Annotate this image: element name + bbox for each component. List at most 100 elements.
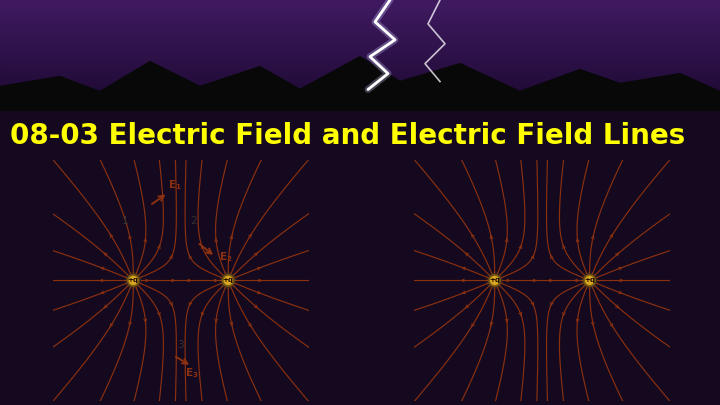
Bar	[0, 65, 720, 66]
Bar	[0, 87, 720, 89]
Bar	[0, 74, 720, 75]
Text: $\mathbf{E_1}$: $\mathbf{E_1}$	[168, 179, 182, 192]
Circle shape	[126, 273, 140, 288]
Bar	[0, 40, 720, 41]
Bar	[0, 89, 720, 90]
Bar	[0, 62, 720, 63]
Bar	[0, 33, 720, 34]
Circle shape	[486, 272, 503, 289]
Bar	[0, 107, 720, 109]
Bar	[0, 53, 720, 54]
Bar	[0, 92, 720, 94]
Bar	[0, 35, 720, 36]
Polygon shape	[0, 57, 720, 111]
Bar	[0, 76, 720, 77]
Text: +q: +q	[127, 277, 139, 284]
Text: +q: +q	[489, 277, 500, 284]
Bar	[0, 47, 720, 48]
Bar	[0, 1, 720, 2]
Bar	[0, 68, 720, 70]
Circle shape	[584, 275, 595, 286]
Bar	[0, 57, 720, 58]
Bar	[0, 56, 720, 57]
Bar	[0, 29, 720, 30]
Bar	[0, 52, 720, 53]
Bar	[0, 46, 720, 47]
Bar	[0, 17, 720, 18]
Circle shape	[221, 273, 235, 288]
Circle shape	[125, 272, 142, 289]
Bar	[0, 9, 720, 10]
Bar	[0, 109, 720, 111]
Bar	[0, 85, 720, 87]
Text: $\mathbf{E_3}$: $\mathbf{E_3}$	[185, 366, 199, 380]
Bar	[0, 105, 720, 107]
Circle shape	[220, 272, 237, 289]
Text: 2: 2	[190, 216, 197, 226]
Bar	[0, 81, 720, 83]
Bar	[0, 30, 720, 31]
Bar	[0, 64, 720, 65]
Bar	[0, 12, 720, 13]
Circle shape	[127, 275, 139, 286]
Bar	[0, 34, 720, 35]
Bar	[0, 48, 720, 49]
Bar	[0, 13, 720, 14]
Bar	[0, 14, 720, 15]
Bar	[0, 50, 720, 51]
Text: $\mathbf{E_2}$: $\mathbf{E_2}$	[219, 250, 233, 264]
Bar	[0, 45, 720, 46]
Bar	[0, 38, 720, 39]
Bar	[0, 0, 720, 1]
Bar	[0, 42, 720, 43]
Bar	[0, 18, 720, 19]
Bar	[0, 23, 720, 24]
Bar	[0, 5, 720, 6]
Bar	[0, 77, 720, 78]
Bar	[0, 37, 720, 38]
Bar	[0, 70, 720, 72]
Bar	[0, 43, 720, 44]
Bar	[0, 79, 720, 81]
Bar	[0, 3, 720, 4]
Bar	[0, 75, 720, 76]
Bar	[0, 100, 720, 101]
Text: 08-03 Electric Field and Electric Field Lines: 08-03 Electric Field and Electric Field …	[10, 122, 685, 150]
Bar	[0, 20, 720, 21]
Bar	[0, 78, 720, 79]
Bar	[0, 94, 720, 96]
Bar	[0, 26, 720, 27]
Bar	[0, 24, 720, 25]
Bar	[0, 90, 720, 92]
Bar	[0, 2, 720, 3]
Bar	[0, 19, 720, 20]
Bar	[0, 39, 720, 40]
Text: +q: +q	[222, 277, 234, 284]
Text: +q: +q	[584, 277, 595, 284]
Bar	[0, 103, 720, 104]
Bar	[0, 59, 720, 60]
Circle shape	[487, 273, 502, 288]
Bar	[0, 72, 720, 74]
Circle shape	[489, 275, 500, 286]
Bar	[0, 102, 720, 103]
Bar	[0, 21, 720, 22]
Text: 1: 1	[122, 216, 129, 226]
Bar	[0, 31, 720, 32]
Bar	[0, 49, 720, 50]
Bar	[0, 27, 720, 28]
Bar	[0, 16, 720, 17]
Bar	[0, 8, 720, 9]
Bar	[0, 58, 720, 59]
Bar	[0, 15, 720, 16]
Bar	[0, 28, 720, 29]
Bar	[0, 96, 720, 98]
Bar	[0, 83, 720, 85]
Bar	[0, 7, 720, 8]
Bar	[0, 25, 720, 26]
Bar	[0, 10, 720, 11]
Circle shape	[581, 272, 598, 289]
Circle shape	[222, 275, 234, 286]
Bar	[0, 44, 720, 45]
Bar	[0, 6, 720, 7]
